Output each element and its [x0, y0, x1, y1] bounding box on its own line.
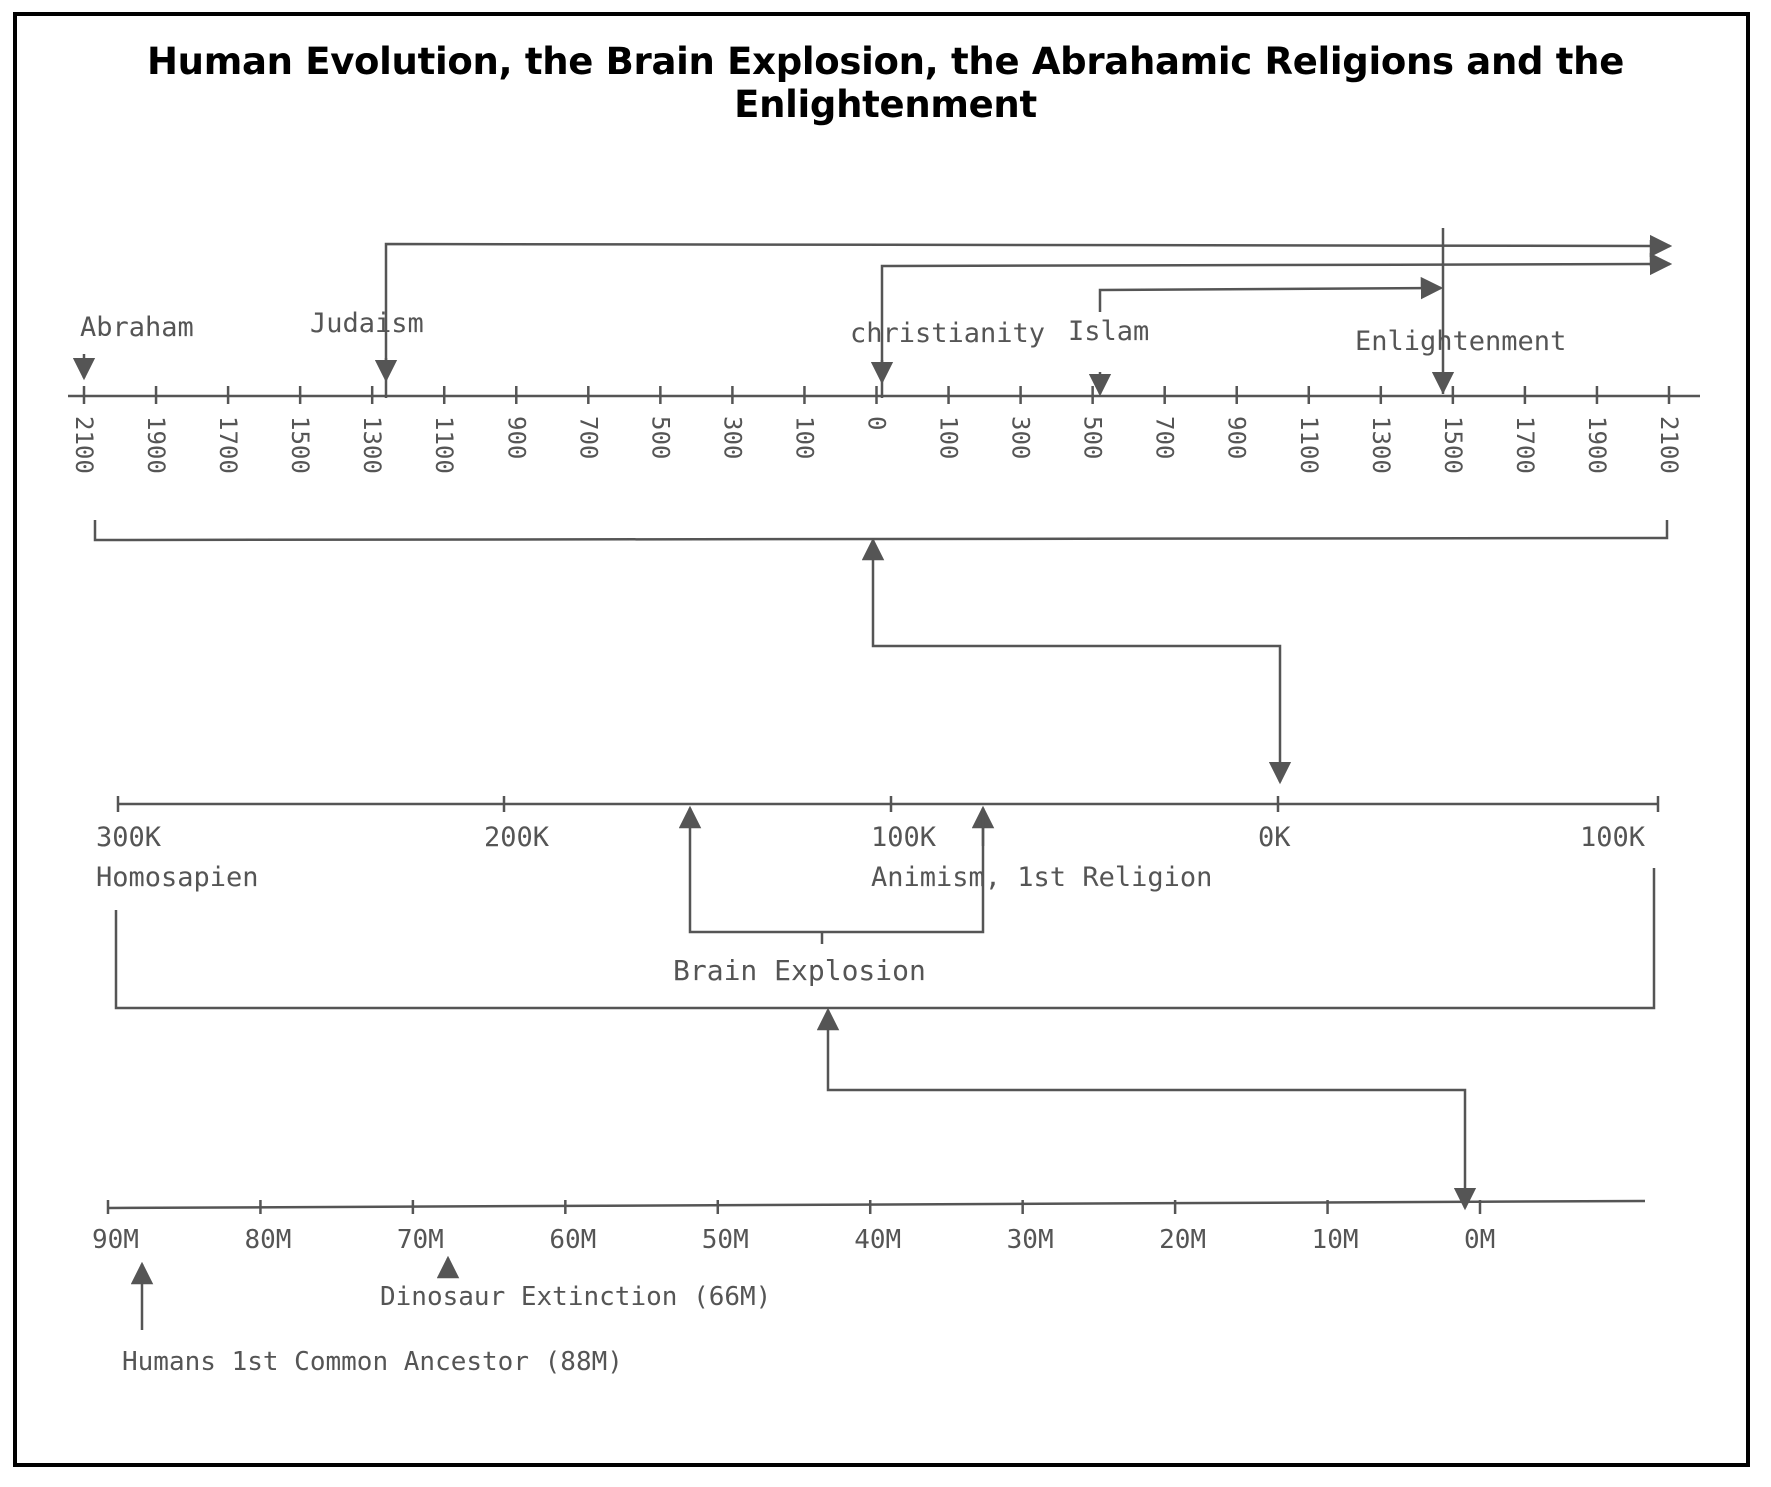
judaism-span-line: [384, 234, 1673, 398]
year-tick-label: 100: [790, 416, 818, 459]
enlightenment-label: Enlightenment: [1355, 326, 1566, 357]
thousands-tick-label: 200K: [484, 822, 550, 853]
thousands-tick-label: 100K: [1580, 822, 1646, 853]
year-tick-label: 1500: [286, 416, 314, 474]
million-tick-label: 50M: [702, 1225, 749, 1255]
million-tick-label: 70M: [397, 1225, 444, 1255]
thousands-tick-label: 100K: [871, 822, 937, 853]
year-tick-label: 1900: [1583, 416, 1611, 474]
year-tick-label: 1500: [1439, 416, 1467, 474]
year-tick-label: 1300: [358, 416, 386, 474]
year-tick-label: 1900: [142, 416, 170, 474]
million-tick-label: 30M: [1007, 1225, 1054, 1255]
million-tick-label: 10M: [1312, 1225, 1359, 1255]
year-tick-label: 100: [935, 416, 963, 459]
million-tick-label: 60M: [549, 1225, 596, 1255]
dinosaur-extinction-label: Dinosaur Extinction (66M): [380, 1282, 771, 1312]
million-tick-label: 20M: [1159, 1225, 1206, 1255]
year-tick-label: 900: [502, 416, 530, 459]
year-tick-label: 700: [1151, 416, 1179, 459]
thousands-sub-label: Animism, 1st Religion: [871, 862, 1212, 893]
million-tick-label: 0M: [1464, 1225, 1495, 1255]
million-tick-label: 90M: [92, 1225, 139, 1255]
year-tick-label: 1300: [1367, 416, 1395, 474]
judaism-label: Judaism: [310, 308, 424, 339]
year-tick-label: 1100: [1295, 416, 1323, 474]
common-ancestor-label: Humans 1st Common Ancestor (88M): [122, 1347, 623, 1377]
year-tick-label: 1100: [430, 416, 458, 474]
year-tick-label: 300: [1007, 416, 1035, 459]
thousands-sub-label: Homosapien: [96, 862, 259, 893]
brain-explosion-label: Brain Explosion: [673, 954, 926, 987]
page-title: Human Evolution, the Brain Explosion, th…: [147, 40, 1624, 126]
year-tick-label: 1700: [214, 416, 242, 474]
christianity-span-line: [880, 252, 1673, 398]
connector-middle-to-0m: [816, 1007, 1477, 1211]
thousands-tick-label: 0K: [1258, 822, 1291, 853]
year-tick-label: 500: [1079, 416, 1107, 459]
year-tick-label: 0: [863, 416, 891, 430]
year-tick-label: 900: [1223, 416, 1251, 459]
year-tick-label: 1700: [1511, 416, 1539, 474]
christianity-label: christianity: [850, 318, 1045, 349]
year-tick-label: 500: [646, 416, 674, 459]
year-tick-label: 300: [718, 416, 746, 459]
year-tick-label: 700: [574, 416, 602, 459]
abraham-label: Abraham: [80, 312, 194, 343]
islam-label: Islam: [1068, 316, 1149, 347]
brain-explosion-bracket: [678, 805, 995, 934]
millions-axis: [107, 1199, 1646, 1210]
million-tick-label: 40M: [854, 1225, 901, 1255]
year-tick-label: 2100: [70, 416, 98, 474]
thousands-tick-label: 300K: [96, 822, 162, 853]
connector-top-to-0k: [861, 537, 1292, 785]
top-timeline-bracket: [93, 520, 1669, 542]
year-tick-label: 2100: [1655, 416, 1683, 474]
million-tick-label: 80M: [244, 1225, 291, 1255]
islam-span-line: [1098, 276, 1444, 312]
